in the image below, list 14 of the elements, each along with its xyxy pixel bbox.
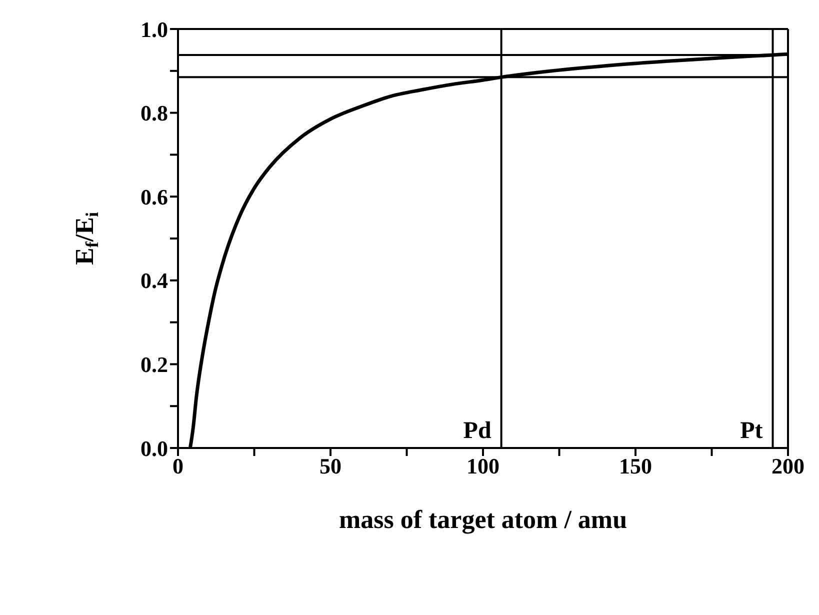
ref-line-label: Pd [463,418,492,444]
x-tick-label: 50 [320,454,342,479]
y-tick-label: 0.8 [140,100,168,126]
y-tick-label: 1.0 [140,16,168,42]
y-tick-label: 0.6 [140,184,168,210]
ref-line-label: Pt [740,418,763,444]
x-tick-label: 100 [466,454,500,479]
x-tick-label: 150 [619,454,652,479]
y-tick-label: 0.0 [140,436,168,461]
y-tick-label: 0.4 [140,268,168,294]
x-tick-label: 200 [772,454,804,479]
x-tick-label: 0 [172,454,184,479]
x-axis-title: mass of target atom / amu [338,505,628,534]
y-tick-label: 0.2 [140,352,168,378]
